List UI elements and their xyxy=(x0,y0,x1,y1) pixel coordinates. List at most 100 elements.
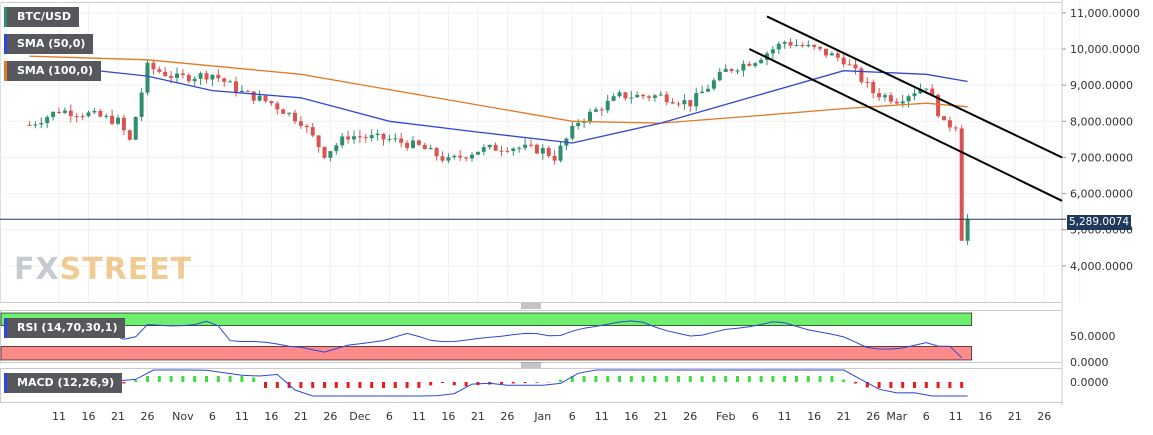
macd-histogram-bar xyxy=(122,382,125,383)
candle-body xyxy=(612,96,616,101)
y-tick-label: 6,000.0000 xyxy=(1070,188,1133,201)
last-price-tag: 5,289.0074 xyxy=(1067,215,1131,230)
fxstreet-watermark: FXSTREET xyxy=(14,252,192,287)
candle-body xyxy=(323,147,327,158)
candle-body xyxy=(299,121,303,126)
macd-histogram-bar xyxy=(170,376,173,382)
candle-body xyxy=(193,79,197,81)
candle-body xyxy=(623,92,627,98)
x-tick-label: 11 xyxy=(52,410,66,423)
candle-body xyxy=(393,138,397,139)
candle-body xyxy=(104,116,108,117)
candle-body xyxy=(559,146,563,161)
candle-body xyxy=(859,68,863,81)
x-tick-label: 11 xyxy=(778,410,792,423)
x-tick-label: 21 xyxy=(294,410,308,423)
candle-body xyxy=(594,109,598,111)
candle-body xyxy=(854,64,858,68)
candle-body xyxy=(28,125,32,126)
macd-histogram-bar xyxy=(748,376,751,382)
macd-histogram-bar xyxy=(736,376,739,382)
x-tick-label: 6 xyxy=(923,410,930,423)
symbol-label: BTC/USD xyxy=(4,7,79,27)
macd-histogram-bar xyxy=(146,376,149,382)
macd-histogram-bar xyxy=(429,382,432,385)
candle-body xyxy=(57,112,61,113)
candle-body xyxy=(435,148,439,156)
macd-histogram-bar xyxy=(653,376,656,382)
macd-histogram-bar xyxy=(606,376,609,382)
y-tick-label: 10,000.0000 xyxy=(1070,43,1140,56)
candle-body xyxy=(529,145,533,146)
candle-body xyxy=(570,126,574,139)
macd-histogram-bar xyxy=(500,382,503,384)
macd-histogram-bar xyxy=(819,376,822,382)
candle-body xyxy=(494,145,498,151)
candle-body xyxy=(423,145,427,149)
macd-histogram-bar xyxy=(878,382,881,388)
candle-body xyxy=(482,147,486,152)
candle-body xyxy=(783,42,787,44)
candle-body xyxy=(293,113,297,121)
macd-histogram-bar xyxy=(807,376,810,382)
candle-body xyxy=(470,155,474,159)
candle-body xyxy=(69,111,73,117)
x-tick-label: 16 xyxy=(441,410,455,423)
candle-body xyxy=(134,117,138,140)
candle-body xyxy=(818,47,822,49)
x-tick-label: 6 xyxy=(569,410,576,423)
candle-body xyxy=(641,95,645,96)
candle-body xyxy=(535,145,539,154)
candle-body xyxy=(376,134,380,135)
candle-body xyxy=(517,148,521,149)
candle-body xyxy=(942,116,946,120)
candle-body xyxy=(87,112,91,116)
x-tick-label: 16 xyxy=(978,410,992,423)
x-tick-label: 6 xyxy=(386,410,393,423)
candle-body xyxy=(677,104,681,105)
candle-body xyxy=(653,95,657,97)
candle-body xyxy=(33,124,37,125)
x-tick-label: 16 xyxy=(624,410,638,423)
candle-body xyxy=(523,145,527,148)
candle-body xyxy=(671,102,675,103)
macd-histogram-bar xyxy=(830,376,833,382)
rsi-legend: RSI (14,70,30,1) xyxy=(4,318,125,338)
macd-histogram-bar xyxy=(559,380,562,382)
candle-body xyxy=(429,148,433,149)
macd-histogram-bar xyxy=(335,382,338,388)
candle-body xyxy=(258,96,262,101)
macd-histogram-bar xyxy=(299,382,302,388)
macd-histogram-bar xyxy=(901,382,904,388)
x-tick-label: 6 xyxy=(209,410,216,423)
candle-body xyxy=(352,136,356,139)
candle-body xyxy=(39,123,43,124)
candle-body xyxy=(81,116,85,117)
macd-histogram-bar xyxy=(795,376,798,382)
x-tick-label: 26 xyxy=(500,410,514,423)
macd-histogram-bar xyxy=(264,382,267,388)
candle-body xyxy=(51,112,55,117)
candle-body xyxy=(210,75,214,80)
candle-body xyxy=(901,101,905,103)
candle-body xyxy=(128,130,132,139)
y-tick-label: 11,000.0000 xyxy=(1070,7,1140,20)
candle-body xyxy=(234,81,238,92)
x-tick-label: 11 xyxy=(412,410,426,423)
macd-histogram-bar xyxy=(276,382,279,388)
x-tick-label: 26 xyxy=(141,410,155,423)
sma50-legend: SMA (50,0) xyxy=(4,34,93,54)
candle-body xyxy=(417,141,421,145)
candle-body xyxy=(441,156,445,160)
x-tick-label: 26 xyxy=(323,410,337,423)
macd-histogram-bar xyxy=(535,382,538,383)
rsi-overbought-zone xyxy=(1,313,972,326)
candle-body xyxy=(405,143,409,148)
macd-histogram-bar xyxy=(512,382,515,383)
x-tick-label: 21 xyxy=(1008,410,1022,423)
candle-body xyxy=(163,72,167,76)
y-tick-label: 7,000.0000 xyxy=(1070,151,1133,164)
candle-body xyxy=(682,100,686,104)
rsi-y-tick-label: 50.0000 xyxy=(1070,330,1116,343)
